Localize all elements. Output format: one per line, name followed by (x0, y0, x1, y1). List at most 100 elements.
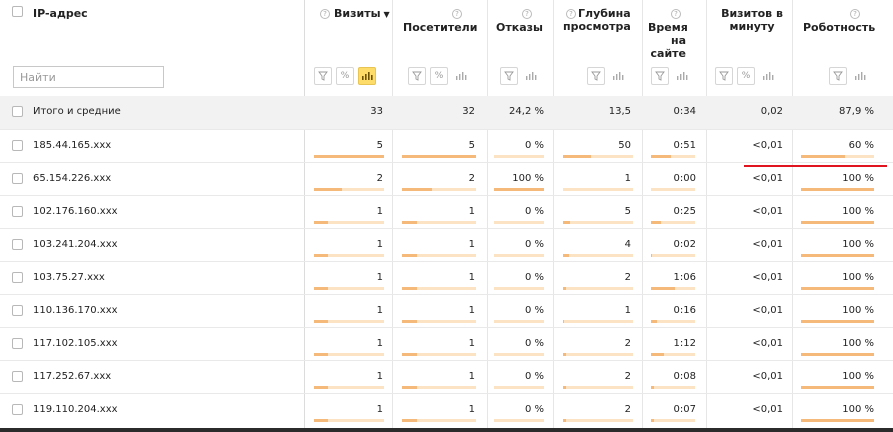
row-checkbox[interactable] (12, 272, 23, 283)
visits-bar (314, 419, 384, 422)
table-row[interactable]: 102.176.160.xxx 1 1 0 % 5 0:25 <0,01 100 % (0, 195, 893, 228)
percent-icon[interactable]: % (737, 67, 755, 85)
help-question-icon[interactable]: ? (566, 9, 576, 19)
table-row[interactable]: 117.102.105.xxx 1 1 0 % 2 1:12 <0,01 100 % (0, 327, 893, 360)
bottom-scrollbar[interactable] (0, 428, 893, 432)
vpm-column-title[interactable]: Визитов в минуту (721, 7, 783, 33)
row-checkbox[interactable] (12, 371, 23, 382)
depth-value: 1 (624, 305, 631, 316)
time-bar (651, 353, 695, 356)
depth-column-title[interactable]: Глубина просмотра (563, 7, 631, 33)
row-checkbox[interactable] (12, 140, 23, 151)
table-row[interactable]: 119.110.204.xxx 1 1 0 % 2 0:07 <0,01 100 % (0, 393, 893, 426)
robot-column-title[interactable]: Роботность (803, 21, 876, 34)
ip-address[interactable]: 117.102.105.xxx (33, 338, 118, 349)
ip-address[interactable]: 185.44.165.xxx (33, 140, 112, 151)
table-row[interactable]: 117.252.67.xxx 1 1 0 % 2 0:08 <0,01 100 % (0, 360, 893, 393)
visitors-value: 1 (468, 206, 475, 217)
visits-bar (314, 155, 384, 158)
filter-icon[interactable] (587, 67, 605, 85)
time-bar (651, 386, 695, 389)
filter-icon[interactable] (715, 67, 733, 85)
bar-chart-icon[interactable] (522, 67, 540, 85)
time-bar (651, 419, 695, 422)
bar-chart-icon[interactable] (358, 67, 376, 85)
ip-address[interactable]: 65.154.226.xxx (33, 173, 112, 184)
depth-bar-fill (563, 353, 566, 356)
bar-chart-icon[interactable] (759, 67, 777, 85)
table-row[interactable]: 185.44.165.xxx 5 5 0 % 50 0:51 <0,01 60 % (0, 129, 893, 162)
help-question-icon[interactable]: ? (452, 9, 462, 19)
vpm-value: <0,01 (752, 404, 783, 415)
row-checkbox[interactable] (12, 173, 23, 184)
percent-icon[interactable]: % (336, 67, 354, 85)
visits-bar (314, 188, 384, 191)
filter-icon[interactable] (408, 67, 426, 85)
bar-chart-icon[interactable] (673, 67, 691, 85)
visits-bar-fill (314, 353, 328, 356)
visits-value: 1 (376, 338, 383, 349)
ip-address[interactable]: 110.136.170.xxx (33, 305, 118, 316)
row-checkbox[interactable] (12, 106, 23, 117)
filter-icon[interactable] (829, 67, 847, 85)
time-value: 0:25 (673, 206, 696, 217)
time-bar (651, 320, 695, 323)
depth-bar-fill (563, 419, 566, 422)
row-checkbox[interactable] (12, 206, 23, 217)
row-checkbox[interactable] (12, 305, 23, 316)
ip-address[interactable]: 103.241.204.xxx (33, 239, 118, 250)
table-row[interactable]: 65.154.226.xxx 2 2 100 % 1 0:00 <0,01 100 % (0, 162, 893, 195)
visitors-value: 1 (468, 272, 475, 283)
help-question-icon[interactable]: ? (850, 9, 860, 19)
bar-chart-icon[interactable] (851, 67, 869, 85)
ip-address[interactable]: 117.252.67.xxx (33, 371, 112, 382)
row-checkbox[interactable] (12, 239, 23, 250)
row-checkbox[interactable] (12, 338, 23, 349)
total-robot: 87,9 % (839, 106, 874, 117)
time-column-title[interactable]: Время на сайте (648, 21, 688, 60)
search-input[interactable] (13, 66, 164, 88)
ip-address[interactable]: 103.75.27.xxx (33, 272, 105, 283)
ip-address[interactable]: 119.110.204.xxx (33, 404, 118, 415)
bounces-bar (494, 320, 544, 323)
help-question-icon[interactable]: ? (522, 9, 532, 19)
bar-chart-icon[interactable] (609, 67, 627, 85)
table-row[interactable]: 110.136.170.xxx 1 1 0 % 1 0:16 <0,01 100 % (0, 294, 893, 327)
bounces-column-title[interactable]: Отказы (496, 21, 543, 34)
filter-icon[interactable] (500, 67, 518, 85)
visitors-bar-fill (402, 353, 417, 356)
help-question-icon[interactable]: ? (671, 9, 681, 19)
visits-bar (314, 254, 384, 257)
robot-value: 100 % (842, 239, 874, 250)
robot-bar-fill (801, 155, 845, 158)
visits-column-title[interactable]: Визиты ▼ (334, 7, 390, 21)
time-bar (651, 155, 695, 158)
table-row[interactable]: 103.241.204.xxx 1 1 0 % 4 0:02 <0,01 100 % (0, 228, 893, 261)
visitors-bar-fill (402, 188, 432, 191)
time-bar (651, 221, 695, 224)
robot-value: 100 % (842, 305, 874, 316)
visits-bar-fill (314, 155, 384, 158)
visitors-column-title[interactable]: Посетители (403, 21, 478, 34)
visits-value: 1 (376, 272, 383, 283)
filter-icon[interactable] (651, 67, 669, 85)
robot-bar-fill (801, 188, 874, 191)
filter-icon[interactable] (314, 67, 332, 85)
select-all-checkbox[interactable] (12, 6, 23, 17)
help-question-icon[interactable]: ? (320, 9, 330, 19)
time-bar-fill (651, 353, 664, 356)
visitors-tools: % (408, 67, 470, 85)
depth-bar (563, 320, 633, 323)
bar-chart-icon[interactable] (452, 67, 470, 85)
sort-desc-icon[interactable]: ▼ (383, 10, 390, 19)
row-checkbox[interactable] (12, 404, 23, 415)
bounces-bar (494, 155, 544, 158)
table-row[interactable]: 103.75.27.xxx 1 1 0 % 2 1:06 <0,01 100 % (0, 261, 893, 294)
robot-bar (801, 386, 874, 389)
visits-bar (314, 386, 384, 389)
ip-address[interactable]: 102.176.160.xxx (33, 206, 118, 217)
ip-column-title[interactable]: IP-адрес (33, 7, 88, 20)
time-bar-fill (651, 287, 675, 290)
visits-bar-fill (314, 254, 328, 257)
percent-icon[interactable]: % (430, 67, 448, 85)
